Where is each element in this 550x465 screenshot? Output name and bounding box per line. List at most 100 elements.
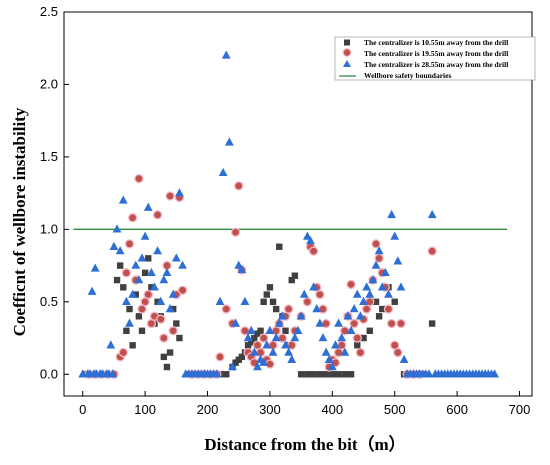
data-point <box>365 289 375 298</box>
data-point <box>276 243 283 250</box>
data-point <box>424 369 434 378</box>
data-point <box>355 347 366 358</box>
y-tick-label: 0.0 <box>40 366 58 381</box>
legend-label-safety-boundaries: Wellbore safety boundaries <box>364 71 451 80</box>
x-tick-label: 0 <box>79 402 86 417</box>
data-point <box>274 318 284 327</box>
x-tick-label: 300 <box>259 402 281 417</box>
data-point <box>282 327 289 334</box>
data-point <box>399 354 409 363</box>
data-point <box>374 246 384 255</box>
data-point <box>293 325 303 334</box>
data-point <box>134 173 144 184</box>
data-point <box>315 318 325 327</box>
data-point <box>224 137 234 146</box>
data-point <box>249 347 259 356</box>
data-point <box>135 313 143 320</box>
data-point <box>212 369 222 378</box>
data-point <box>170 305 177 313</box>
data-point <box>341 371 348 378</box>
data-point <box>137 253 147 262</box>
data-point <box>153 246 162 255</box>
data-point <box>215 296 225 306</box>
data-point <box>331 340 340 349</box>
legend: The centralizer is 10.55m away from the … <box>334 36 536 81</box>
data-point <box>393 347 403 358</box>
data-point <box>240 296 250 306</box>
data-point <box>287 354 297 363</box>
y-tick-label: 1.5 <box>40 149 58 164</box>
data-point <box>134 275 144 284</box>
data-point <box>427 209 437 219</box>
data-point <box>148 284 155 291</box>
data-point <box>349 318 359 329</box>
data-point <box>309 282 318 291</box>
data-point <box>346 325 356 334</box>
data-point <box>360 334 367 342</box>
data-point <box>302 297 313 307</box>
data-point <box>131 260 141 269</box>
data-point <box>251 334 258 342</box>
axis-ticks: 0 100 200 300 400 500 600 700 0.0 0.5 1.0 1.5 2.0 2.5 <box>40 4 530 417</box>
data-point <box>176 334 183 342</box>
data-point <box>122 296 131 306</box>
data-point <box>281 340 290 349</box>
data-point <box>396 318 406 329</box>
data-point <box>177 285 188 295</box>
x-tick-label: 400 <box>321 402 343 417</box>
data-point <box>221 50 231 59</box>
plot-area <box>63 11 533 397</box>
data-point <box>271 333 281 342</box>
legend-box <box>334 36 536 81</box>
data-point <box>304 371 311 378</box>
data-point <box>165 304 175 313</box>
data-point <box>266 284 274 291</box>
data-marks <box>73 50 508 379</box>
data-point <box>118 195 128 204</box>
data-point <box>352 333 362 343</box>
data-point <box>152 210 163 220</box>
data-point <box>124 239 135 249</box>
data-point <box>347 371 355 378</box>
data-point <box>125 318 134 327</box>
data-point <box>168 289 178 298</box>
data-point <box>141 269 149 277</box>
data-point <box>428 320 436 327</box>
data-point <box>168 326 178 336</box>
data-point <box>366 327 373 334</box>
data-point <box>396 282 406 291</box>
data-point <box>146 267 156 277</box>
data-point <box>166 349 174 356</box>
data-point <box>288 276 295 284</box>
data-point <box>106 340 116 349</box>
data-point <box>129 342 136 349</box>
data-point <box>346 279 356 290</box>
data-point <box>243 333 253 342</box>
data-point <box>380 267 390 277</box>
data-point <box>356 311 365 320</box>
data-point <box>268 347 278 356</box>
data-point <box>237 264 247 274</box>
data-point <box>490 369 499 378</box>
data-point <box>108 369 118 378</box>
data-point <box>290 333 300 342</box>
data-point <box>159 333 169 343</box>
data-point <box>246 325 256 334</box>
data-point <box>140 231 150 240</box>
data-point <box>173 320 180 327</box>
data-point <box>262 340 272 349</box>
y-tick-label: 1.0 <box>40 221 58 236</box>
legend-label-10-55m: The centralizer is 10.55m away from the … <box>364 38 508 47</box>
data-point <box>171 253 181 262</box>
data-point <box>269 298 277 306</box>
data-point <box>390 231 400 240</box>
data-point <box>132 291 139 298</box>
data-point <box>374 253 384 263</box>
data-point <box>253 362 262 371</box>
data-point <box>354 342 361 349</box>
data-point <box>90 263 100 272</box>
data-point <box>291 272 299 279</box>
data-point <box>87 286 97 295</box>
data-point <box>150 282 159 291</box>
data-point <box>260 298 267 306</box>
